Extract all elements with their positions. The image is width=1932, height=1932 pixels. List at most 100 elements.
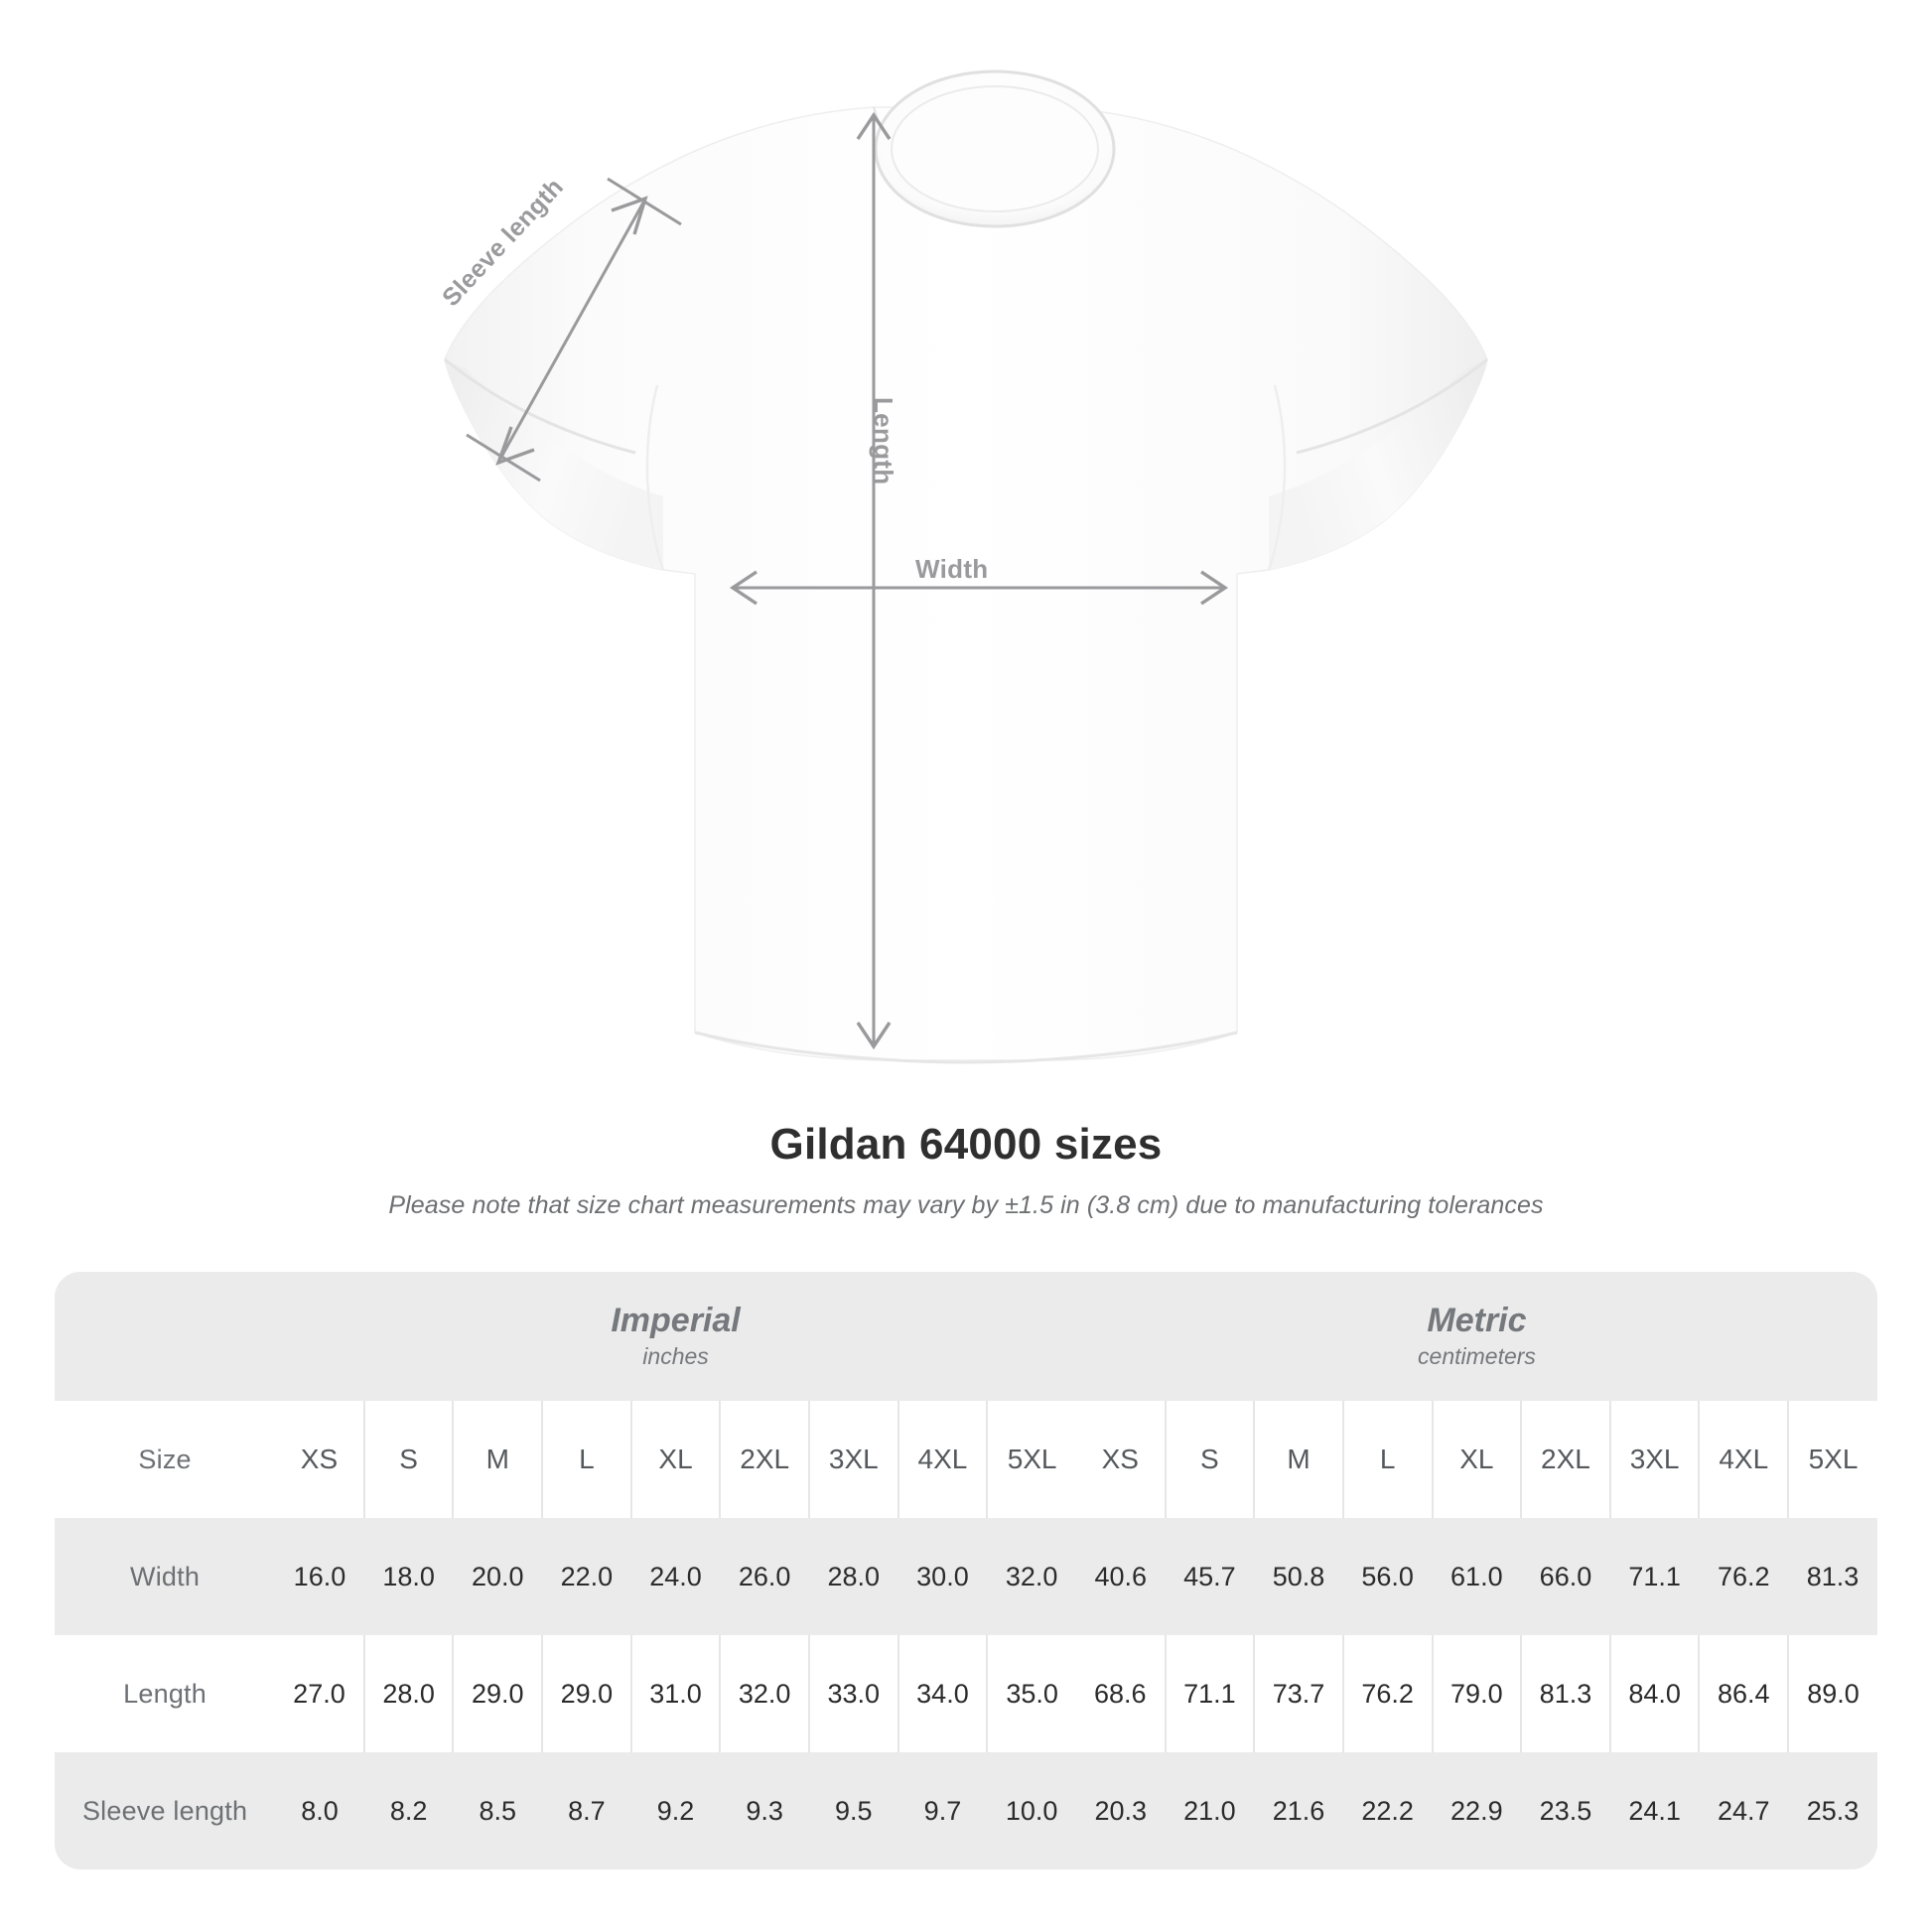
- cell-length-imperial-s: 28.0: [362, 1635, 454, 1752]
- cell-length-imperial-m: 29.0: [452, 1635, 543, 1752]
- cell-width-metric-4xl: 76.2: [1699, 1518, 1789, 1635]
- table-row: Sleeve length 8.0 8.2 8.5 8.7 9.2 9.3 9.…: [55, 1752, 1877, 1869]
- unit-group-row: Imperial inches Metric centimeters: [55, 1272, 1877, 1401]
- length-arrow: [856, 111, 892, 1050]
- cell-width-metric-xl: 61.0: [1432, 1518, 1522, 1635]
- cell-sleeve-imperial-3xl: 9.5: [808, 1752, 898, 1869]
- col-header-metric-2xl: 2XL: [1520, 1401, 1610, 1518]
- tshirt-shape: [444, 69, 1488, 1064]
- col-header-imperial-xl: XL: [629, 1401, 721, 1518]
- length-label: Length: [869, 397, 898, 485]
- cell-sleeve-metric-3xl: 24.1: [1609, 1752, 1700, 1869]
- cell-sleeve-metric-xl: 22.9: [1432, 1752, 1522, 1869]
- cell-sleeve-metric-xs: 20.3: [1075, 1752, 1166, 1869]
- right-armhole-seam: [1267, 384, 1287, 571]
- col-header-imperial-5xl: 5XL: [986, 1401, 1076, 1518]
- cell-width-imperial-5xl: 32.0: [987, 1518, 1076, 1635]
- cell-sleeve-imperial-s: 8.2: [363, 1752, 454, 1869]
- cell-sleeve-metric-m: 21.6: [1254, 1752, 1343, 1869]
- tshirt-illustration: Sleeve length Length Width: [437, 69, 1488, 1064]
- col-header-imperial-4xl: 4XL: [897, 1401, 988, 1518]
- unit-group-imperial-unit: inches: [642, 1342, 709, 1369]
- cell-sleeve-imperial-xl: 9.2: [630, 1752, 721, 1869]
- width-arrow: [729, 570, 1229, 606]
- unit-group-metric-unit: centimeters: [1418, 1342, 1536, 1369]
- cell-length-metric-l: 76.2: [1341, 1635, 1433, 1752]
- cell-width-metric-l: 56.0: [1342, 1518, 1433, 1635]
- cell-width-metric-2xl: 66.0: [1521, 1518, 1610, 1635]
- cell-length-metric-s: 71.1: [1164, 1635, 1255, 1752]
- table-row: Length 27.0 28.0 29.0 29.0 31.0 32.0 33.…: [55, 1635, 1877, 1752]
- col-header-imperial-m: M: [452, 1401, 543, 1518]
- cell-sleeve-imperial-4xl: 9.7: [897, 1752, 988, 1869]
- col-header-metric-m: M: [1253, 1401, 1343, 1518]
- heading-block: Gildan 64000 sizes Please note that size…: [0, 1120, 1932, 1220]
- cell-length-imperial-4xl: 34.0: [897, 1635, 988, 1752]
- col-header-metric-l: L: [1341, 1401, 1433, 1518]
- cell-sleeve-metric-5xl: 25.3: [1788, 1752, 1877, 1869]
- cell-sleeve-imperial-xs: 8.0: [275, 1752, 364, 1869]
- cell-width-metric-m: 50.8: [1254, 1518, 1343, 1635]
- table-row: Width 16.0 18.0 20.0 22.0 24.0 26.0 28.0…: [55, 1518, 1877, 1635]
- row-label-sleeve-length: Sleeve length: [55, 1752, 276, 1869]
- cell-width-imperial-xs: 16.0: [275, 1518, 364, 1635]
- cell-length-metric-3xl: 84.0: [1608, 1635, 1700, 1752]
- col-header-metric-3xl: 3XL: [1608, 1401, 1700, 1518]
- cell-width-imperial-3xl: 28.0: [808, 1518, 898, 1635]
- cell-length-metric-2xl: 81.3: [1520, 1635, 1610, 1752]
- cell-width-metric-xs: 40.6: [1075, 1518, 1166, 1635]
- size-chart-table-wrapper: Imperial inches Metric centimeters Size …: [55, 1272, 1877, 1869]
- unit-group-imperial-name: Imperial: [611, 1302, 741, 1340]
- cell-sleeve-imperial-m: 8.5: [453, 1752, 543, 1869]
- cell-width-metric-s: 45.7: [1165, 1518, 1255, 1635]
- cell-sleeve-metric-4xl: 24.7: [1699, 1752, 1789, 1869]
- row-label-width: Width: [55, 1518, 276, 1635]
- size-chart-table: Imperial inches Metric centimeters Size …: [55, 1272, 1877, 1869]
- left-sleeve-shade: [445, 359, 663, 570]
- col-header-imperial-s: S: [362, 1401, 454, 1518]
- measurement-arrows: [466, 111, 1229, 1050]
- row-label-header: Size: [55, 1401, 276, 1518]
- unit-spacer-cell: [55, 1272, 276, 1401]
- width-label: Width: [915, 554, 989, 584]
- chart-subtitle: Please note that size chart measurements…: [388, 1191, 1544, 1219]
- unit-group-metric-name: Metric: [1427, 1302, 1527, 1340]
- cell-width-imperial-s: 18.0: [363, 1518, 454, 1635]
- cell-length-imperial-l: 29.0: [541, 1635, 631, 1752]
- col-header-imperial-2xl: 2XL: [719, 1401, 809, 1518]
- cell-length-imperial-2xl: 32.0: [719, 1635, 809, 1752]
- cell-length-imperial-3xl: 33.0: [807, 1635, 898, 1752]
- col-header-metric-5xl: 5XL: [1787, 1401, 1877, 1518]
- cell-sleeve-imperial-2xl: 9.3: [720, 1752, 809, 1869]
- col-header-metric-xl: XL: [1431, 1401, 1522, 1518]
- unit-group-imperial: Imperial inches: [275, 1272, 1076, 1401]
- cell-length-imperial-xs: 27.0: [275, 1635, 364, 1752]
- col-header-imperial-xs: XS: [275, 1401, 364, 1518]
- cell-width-metric-3xl: 71.1: [1609, 1518, 1700, 1635]
- cell-width-metric-5xl: 81.3: [1788, 1518, 1877, 1635]
- cell-width-imperial-m: 20.0: [453, 1518, 543, 1635]
- cell-sleeve-metric-2xl: 23.5: [1521, 1752, 1610, 1869]
- right-sleeve-hem: [1296, 357, 1488, 455]
- row-label-length: Length: [55, 1635, 276, 1752]
- cell-length-metric-xs: 68.6: [1075, 1635, 1166, 1752]
- col-header-metric-s: S: [1164, 1401, 1255, 1518]
- cell-length-metric-xl: 79.0: [1431, 1635, 1522, 1752]
- cell-length-metric-m: 73.7: [1253, 1635, 1343, 1752]
- sleeve-length-arrow: [466, 177, 682, 483]
- chart-title: Gildan 64000 sizes: [769, 1120, 1163, 1169]
- col-header-imperial-l: L: [541, 1401, 631, 1518]
- cell-sleeve-metric-l: 22.2: [1342, 1752, 1433, 1869]
- cell-width-imperial-l: 22.0: [542, 1518, 631, 1635]
- tshirt-graphic: [444, 69, 1488, 1064]
- left-armhole-seam: [645, 384, 665, 571]
- size-header-row: Size XS S M L XL 2XL 3XL 4XL 5XL XS S M …: [55, 1401, 1877, 1518]
- cell-sleeve-imperial-l: 8.7: [542, 1752, 631, 1869]
- collar-inner: [891, 85, 1099, 212]
- cell-length-metric-4xl: 86.4: [1698, 1635, 1789, 1752]
- bottom-hem: [694, 1031, 1238, 1064]
- unit-group-metric: Metric centimeters: [1075, 1272, 1877, 1401]
- cell-width-imperial-xl: 24.0: [630, 1518, 721, 1635]
- right-sleeve-shade: [1269, 359, 1487, 570]
